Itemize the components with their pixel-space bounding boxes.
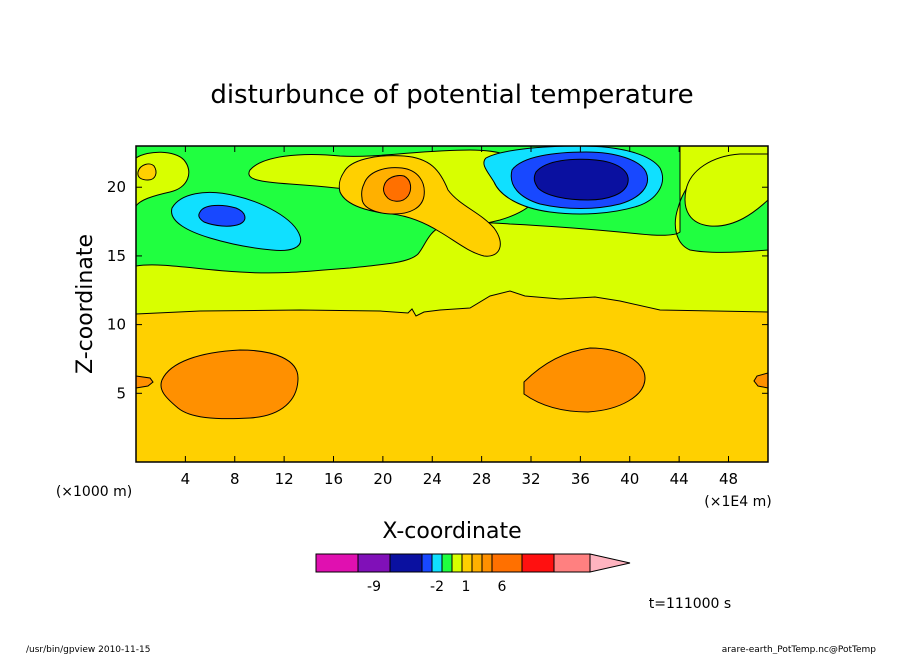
field-cold-core-left (198, 204, 246, 227)
field-warm-core-upper-center (382, 175, 412, 202)
footer-right: arare-earth_PotTemp.nc@PotTemp (722, 645, 877, 654)
x-unit-right: (×1E4 m) (704, 494, 771, 510)
x-tick-label: 20 (373, 470, 392, 488)
field-warm-blob-upper-left (137, 163, 157, 181)
field-cold-core-right (533, 158, 629, 201)
y-tick-label: 5 (116, 384, 126, 402)
contour-field (136, 146, 768, 462)
colorbar-swatch (471, 553, 483, 573)
colorbar-swatch (461, 553, 473, 573)
x-tick-label: 32 (521, 470, 540, 488)
x-tick-label: 16 (324, 470, 343, 488)
x-tick-label: 48 (719, 470, 738, 488)
field-warm-edge-right (753, 372, 768, 389)
colorbar-swatch (481, 553, 493, 573)
x-tick-label: 40 (620, 470, 639, 488)
y-tick-label: 15 (107, 247, 126, 265)
colorbar-tick-label: 1 (462, 579, 471, 595)
field-lower-warm-layer (136, 290, 768, 462)
colorbar-swatch (451, 553, 463, 573)
time-label: t=111000 s (649, 596, 731, 612)
colorbar-swatch (389, 553, 423, 573)
footer-left: /usr/bin/gpview 2010-11-15 (26, 645, 150, 654)
colorbar-tick-label: -9 (367, 579, 381, 595)
y-tick-label: 10 (107, 316, 126, 334)
x-tick-label: 44 (670, 470, 689, 488)
x-axis-title: X-coordinate (382, 519, 521, 544)
plot-frame (135, 145, 769, 463)
colorbar-swatch (441, 553, 453, 573)
colorbar-swatch (491, 553, 523, 573)
colorbar-arrow (589, 553, 631, 573)
x-tick-label: 28 (472, 470, 491, 488)
x-tick-label: 36 (571, 470, 590, 488)
field-warm-edge-left (136, 375, 154, 389)
y-axis-title: Z-coordinate (73, 234, 98, 374)
chart-title: disturbunce of potential temperature (210, 80, 693, 110)
field-yellow-pocket-right (684, 153, 768, 227)
colorbar-swatch (553, 553, 591, 573)
x-unit-left: (×1000 m) (56, 484, 132, 500)
x-tick-label: 12 (275, 470, 294, 488)
y-tick-label: 20 (107, 178, 126, 196)
colorbar-swatch (421, 553, 433, 573)
x-tick-label: 4 (181, 470, 191, 488)
colorbar-tick-label: 6 (498, 579, 507, 595)
colorbar-swatch (357, 553, 391, 573)
field-warm-cell-left (160, 349, 299, 420)
colorbar-swatch (431, 553, 443, 573)
x-tick-label: 8 (230, 470, 240, 488)
colorbar-swatch (521, 553, 555, 573)
colorbar-swatch (315, 553, 359, 573)
colorbar-tick-label: -2 (430, 579, 444, 595)
x-tick-label: 24 (423, 470, 442, 488)
field-warm-cell-right (523, 347, 646, 413)
colorbar: -9 -2 1 6 (315, 553, 631, 595)
